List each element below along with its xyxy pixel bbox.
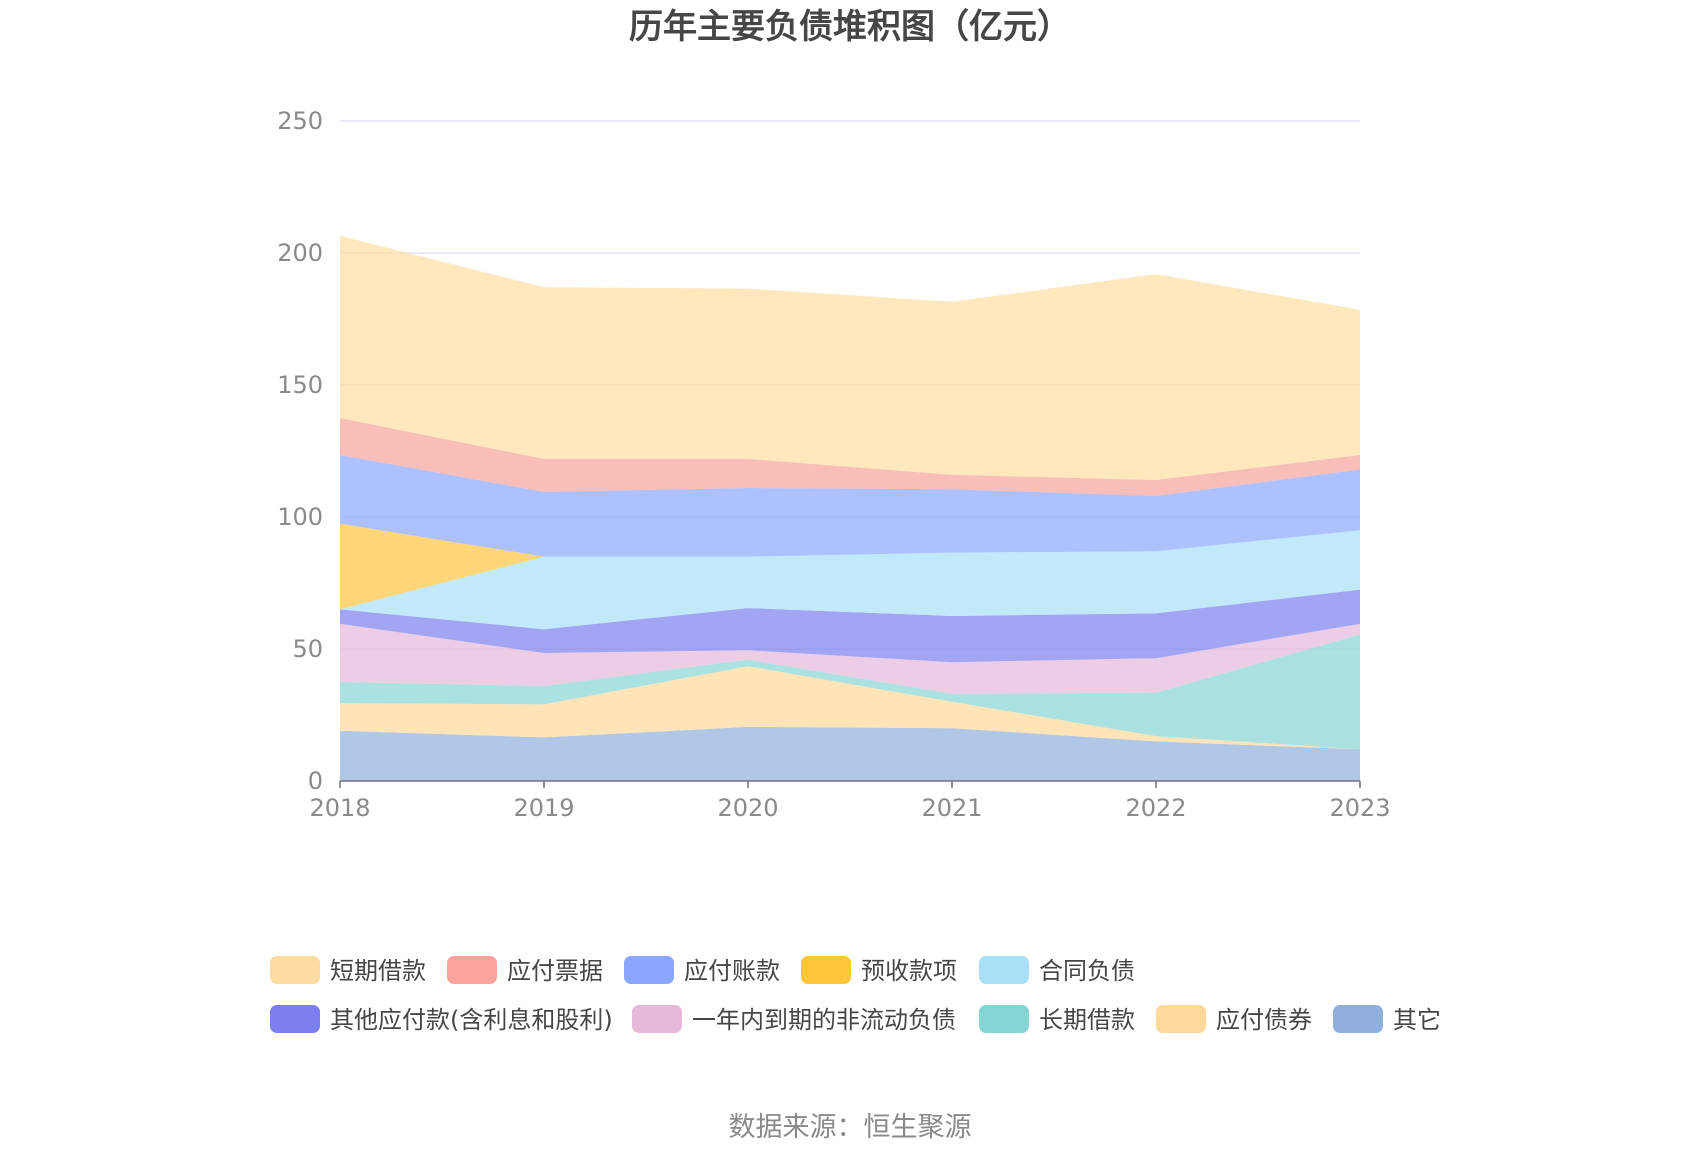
legend-label: 短期借款 — [330, 957, 426, 985]
legend-label: 其他应付款(含利息和股利) — [330, 1006, 613, 1034]
area-其他应付款(含利息和股利) — [340, 589, 1360, 663]
y-tick-label: 250 — [277, 107, 323, 135]
legend-swatch — [979, 1005, 1029, 1033]
legend-swatch — [270, 1005, 320, 1033]
legend-label: 预收款项 — [861, 957, 957, 985]
y-tick-label: 200 — [277, 239, 323, 267]
area-其它 — [340, 726, 1360, 781]
y-tick-label: 50 — [292, 635, 323, 663]
area-series — [340, 235, 1360, 781]
legend-swatch — [1156, 1005, 1206, 1033]
legend-label: 应付债券 — [1216, 1006, 1312, 1034]
area-长期借款 — [340, 634, 1360, 750]
legend-swatch — [979, 956, 1029, 984]
legend-label: 应付账款 — [684, 957, 780, 985]
x-tick-label: 2022 — [1125, 794, 1186, 822]
x-tick-label: 2019 — [513, 794, 574, 822]
legend-swatch — [801, 956, 851, 984]
legend-label: 合同负债 — [1039, 957, 1135, 985]
legend-swatch — [1333, 1005, 1383, 1033]
legend-swatch — [447, 956, 497, 984]
chart-title: 历年主要负债堆积图（亿元） — [629, 7, 1071, 47]
legend-label: 其它 — [1393, 1006, 1441, 1034]
x-tick-label: 2020 — [717, 794, 778, 822]
area-一年内到期的非流动负债 — [340, 623, 1360, 694]
legend-label: 应付票据 — [507, 957, 603, 985]
y-tick-label: 100 — [277, 503, 323, 531]
area-合同负债 — [340, 530, 1360, 630]
y-tick-label: 0 — [308, 767, 323, 795]
area-应付票据 — [340, 418, 1360, 496]
area-应付债券 — [340, 666, 1360, 750]
x-tick-label: 2023 — [1329, 794, 1390, 822]
legend-swatch — [632, 1005, 682, 1033]
legend-swatch — [270, 956, 320, 984]
x-tick-label: 2018 — [309, 794, 370, 822]
y-tick-label: 150 — [277, 371, 323, 399]
legend-label: 一年内到期的非流动负债 — [692, 1006, 956, 1034]
area-应付账款 — [340, 455, 1360, 557]
legend-swatch — [624, 956, 674, 984]
area-短期借款 — [340, 235, 1360, 480]
axes: 2018 2019 2020 2021 2022 2023 — [309, 780, 1391, 822]
x-tick-label: 2021 — [921, 794, 982, 822]
legend-label: 长期借款 — [1039, 1006, 1135, 1034]
data-source: 数据来源：恒生聚源 — [729, 1112, 972, 1143]
